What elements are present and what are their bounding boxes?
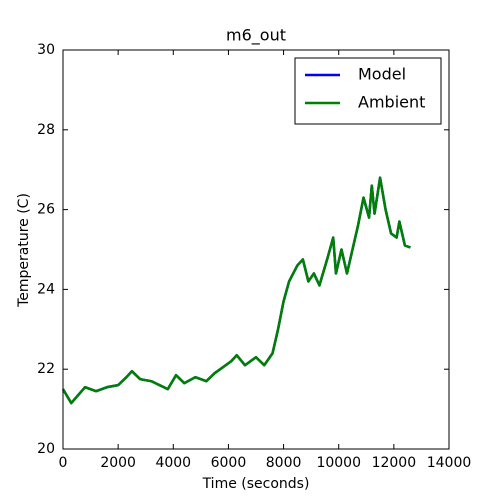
legend-box bbox=[294, 57, 442, 125]
x-tick-label: 10000 bbox=[316, 455, 361, 471]
y-tick-label: 30 bbox=[37, 42, 55, 58]
plot-frame bbox=[62, 49, 450, 450]
legend-label: Model bbox=[358, 65, 406, 84]
x-tick-label: 0 bbox=[59, 455, 68, 471]
chart-title: m6_out bbox=[226, 26, 286, 46]
y-tick-label: 24 bbox=[37, 281, 55, 297]
y-tick-label: 26 bbox=[37, 202, 55, 218]
y-axis-label: Temperature (C) bbox=[16, 193, 32, 308]
y-tick-label: 22 bbox=[37, 361, 55, 377]
legend-label: Ambient bbox=[358, 93, 425, 112]
x-tick-label: 4000 bbox=[155, 455, 191, 471]
x-tick-label: 14000 bbox=[427, 455, 472, 471]
x-tick-label: 6000 bbox=[211, 455, 247, 471]
x-tick-label: 12000 bbox=[372, 455, 417, 471]
x-tick-label: 8000 bbox=[266, 455, 302, 471]
x-tick-label: 2000 bbox=[100, 455, 136, 471]
line-series bbox=[61, 176, 411, 405]
y-tick-label: 20 bbox=[37, 441, 55, 457]
y-tick-label: 28 bbox=[37, 122, 55, 138]
x-axis-label: Time (seconds) bbox=[202, 476, 310, 492]
